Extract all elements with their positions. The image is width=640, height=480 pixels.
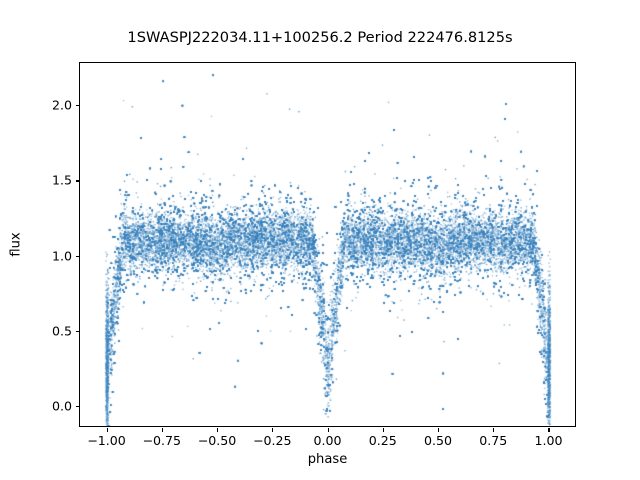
x-tick-mark [161,428,163,432]
x-tick-label: −1.00 [87,433,126,448]
x-tick-label: 0.75 [479,433,508,448]
y-tick-mark [76,331,80,333]
x-tick-label: −0.25 [252,433,292,448]
x-tick-label: −0.50 [197,433,237,448]
x-tick-label: 0.25 [368,433,397,448]
y-axis-label: flux [0,62,28,427]
x-tick-mark [106,428,108,432]
chart-title: 1SWASPJ222034.11+100256.2 Period 222476.… [127,29,513,46]
y-tick-label: 2.0 [51,97,72,113]
x-tick-mark [548,428,550,432]
y-tick-mark [76,255,80,257]
x-tick-mark [382,428,384,432]
x-tick-label: 0.00 [313,433,342,448]
x-tick-mark [327,428,329,432]
y-tick-mark [76,180,80,182]
x-tick-label: 0.50 [423,433,453,448]
x-tick-label: 1.00 [534,433,563,448]
y-tick-label: 0.5 [51,323,72,339]
x-tick-mark [437,428,440,432]
y-tick-mark [76,105,80,107]
x-tick-mark [272,428,274,432]
y-tick-label: 0.0 [51,398,72,414]
y-tick-label: 1.0 [51,248,72,264]
x-tick-mark [217,428,219,432]
x-tick-mark [493,428,495,432]
plot-area: 0.0 0.5 1.0 1.5 2.0 −1.00 −0.75 −0.50 −0.25 0.00… [52,62,576,448]
scatter-points-canvas [80,63,575,426]
y-axis-label-text: flux [8,232,24,257]
y-tick-mark [76,406,80,408]
x-axis-label: phase [307,452,348,467]
y-tick-label: 1.5 [51,172,72,188]
x-tick-label: −0.75 [142,433,182,448]
